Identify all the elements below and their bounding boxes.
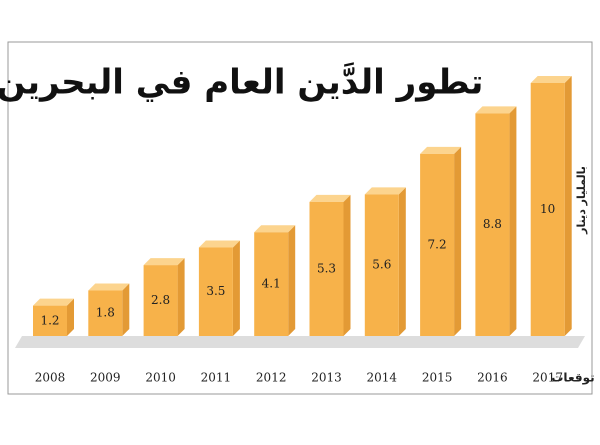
- bar-top: [88, 283, 130, 291]
- bar-front: [364, 194, 399, 336]
- bar: [88, 283, 130, 336]
- bar-front: [530, 83, 565, 336]
- bar: [420, 146, 462, 336]
- bar-side: [343, 194, 351, 336]
- x-tick-label: 2013: [311, 371, 342, 385]
- bar: [475, 106, 517, 336]
- bar-front: [143, 265, 178, 336]
- base-platform: [15, 336, 585, 348]
- value-label: 10: [540, 202, 555, 216]
- x-tick-label: 2008: [35, 371, 66, 385]
- bar-top: [33, 298, 74, 306]
- x-tick-label: 2010: [145, 371, 176, 385]
- x-tick-label: 2017: [532, 371, 563, 385]
- bar-top: [530, 76, 572, 83]
- value-label: 7.2: [428, 237, 447, 251]
- bar: [309, 194, 351, 336]
- value-label: 2.8: [151, 293, 170, 307]
- value-label: 8.8: [483, 217, 502, 231]
- bar: [364, 187, 406, 336]
- bar-top: [364, 187, 406, 195]
- value-label: 1.2: [40, 313, 59, 327]
- bar-top: [309, 194, 351, 202]
- bar-top: [143, 258, 185, 266]
- bar: [33, 298, 74, 336]
- value-label: 4.1: [262, 277, 281, 291]
- x-tick-label: 2016: [477, 371, 508, 385]
- bar-front: [254, 232, 289, 336]
- value-label: 1.8: [96, 306, 115, 320]
- value-label: 3.5: [206, 284, 225, 298]
- bar-side: [67, 298, 74, 336]
- bar-side: [398, 187, 406, 336]
- bar-top: [198, 240, 240, 248]
- bar: [254, 225, 296, 336]
- bar: [143, 258, 185, 336]
- x-tick-label: 2014: [367, 371, 398, 385]
- bar-top: [420, 146, 462, 154]
- x-tick-label: 2012: [256, 371, 287, 385]
- bar-front: [198, 247, 233, 336]
- value-label: 5.3: [317, 261, 336, 275]
- bar-side: [122, 283, 130, 336]
- bar-side: [232, 240, 240, 336]
- bar: [530, 76, 572, 336]
- chart-title: تطور الدَّين العام في البحرين: [0, 63, 483, 103]
- bar: [198, 240, 240, 336]
- bar-side: [177, 258, 185, 336]
- x-tick-label: 2009: [90, 371, 121, 385]
- x-tick-label: 2015: [422, 371, 453, 385]
- bar-side: [288, 225, 296, 336]
- unit-label: بالمليار دينار: [575, 166, 588, 235]
- bar-side: [564, 76, 572, 336]
- bar-front: [420, 153, 455, 336]
- bar-front: [475, 113, 510, 336]
- value-label: 5.6: [372, 258, 391, 272]
- bar-side: [454, 146, 462, 336]
- bar-side: [509, 106, 517, 336]
- bar-front: [309, 201, 344, 336]
- bar-front: [88, 290, 123, 336]
- bar-front: [33, 305, 67, 336]
- annotation: توقعات: [551, 371, 594, 386]
- x-tick-label: 2011: [201, 371, 232, 385]
- bar-top: [475, 106, 517, 114]
- bar-top: [254, 225, 296, 233]
